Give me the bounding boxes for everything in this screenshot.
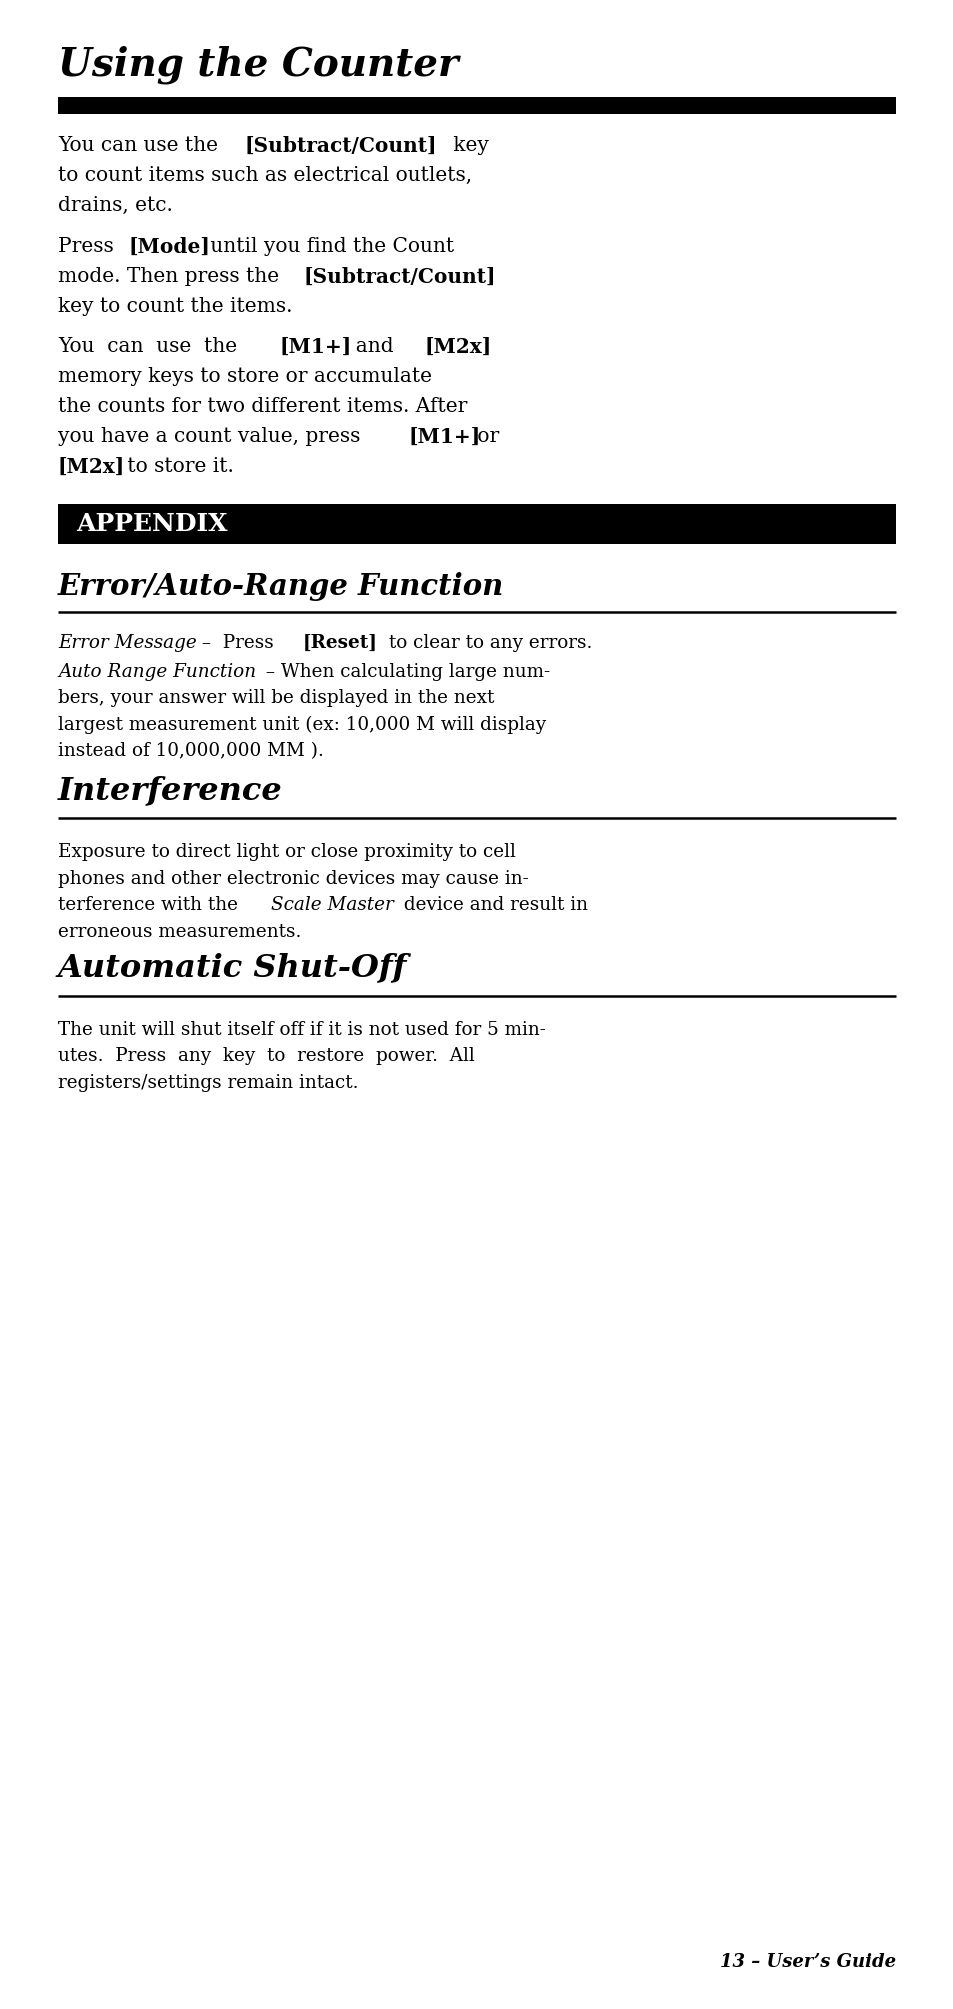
Text: phones and other electronic devices may cause in-: phones and other electronic devices may … — [58, 870, 528, 888]
Text: mode. Then press the: mode. Then press the — [58, 267, 285, 285]
Text: [Reset]: [Reset] — [302, 633, 377, 651]
Text: registers/settings remain intact.: registers/settings remain intact. — [58, 1073, 358, 1091]
Text: [M2x]: [M2x] — [58, 456, 125, 476]
Text: – When calculating large num-: – When calculating large num- — [260, 663, 550, 681]
Text: bers, your answer will be displayed in the next: bers, your answer will be displayed in t… — [58, 689, 494, 707]
Text: or: or — [471, 428, 499, 446]
Text: 13 – User’s Guide: 13 – User’s Guide — [720, 1953, 895, 1971]
Text: Automatic Shut-Off: Automatic Shut-Off — [58, 952, 407, 984]
Text: erroneous measurements.: erroneous measurements. — [58, 922, 301, 940]
Text: drains, etc.: drains, etc. — [58, 197, 172, 215]
Text: terference with the: terference with the — [58, 896, 244, 914]
Text: [M1+]: [M1+] — [279, 338, 352, 358]
Text: Interference: Interference — [58, 775, 282, 806]
Text: to store it.: to store it. — [121, 456, 233, 476]
Text: You  can  use  the: You can use the — [58, 338, 243, 356]
Bar — [58, 504, 895, 544]
Text: APPENDIX: APPENDIX — [76, 512, 228, 536]
Text: Exposure to direct light or close proximity to cell: Exposure to direct light or close proxim… — [58, 844, 516, 862]
Text: Scale Master: Scale Master — [271, 896, 393, 914]
Text: –  Press: – Press — [196, 633, 279, 651]
Text: device and result in: device and result in — [397, 896, 588, 914]
Text: and: and — [343, 338, 406, 356]
Text: the counts for two different items. After: the counts for two different items. Afte… — [58, 398, 467, 416]
Bar — [58, 96, 895, 115]
Text: key: key — [446, 137, 488, 155]
Text: until you find the Count: until you find the Count — [204, 237, 454, 255]
Text: [Subtract/Count]: [Subtract/Count] — [303, 267, 496, 287]
Text: [Subtract/Count]: [Subtract/Count] — [245, 137, 436, 157]
Text: [Mode]: [Mode] — [128, 237, 210, 257]
Text: you have a count value, press: you have a count value, press — [58, 428, 366, 446]
Text: to clear to any errors.: to clear to any errors. — [382, 633, 592, 651]
Text: You can use the: You can use the — [58, 137, 224, 155]
Text: Error Message: Error Message — [58, 633, 196, 651]
Text: Press: Press — [58, 237, 120, 255]
Text: Auto Range Function: Auto Range Function — [58, 663, 255, 681]
Text: largest measurement unit (ex: 10,000 M will display: largest measurement unit (ex: 10,000 M w… — [58, 715, 545, 733]
Text: to count items such as electrical outlets,: to count items such as electrical outlet… — [58, 167, 472, 185]
Text: memory keys to store or accumulate: memory keys to store or accumulate — [58, 368, 432, 386]
Text: utes.  Press  any  key  to  restore  power.  All: utes. Press any key to restore power. Al… — [58, 1047, 475, 1065]
Text: [M2x]: [M2x] — [424, 338, 492, 358]
Text: The unit will shut itself off if it is not used for 5 min-: The unit will shut itself off if it is n… — [58, 1021, 545, 1039]
Text: key to count the items.: key to count the items. — [58, 297, 293, 315]
Text: instead of 10,000,000 MM ).: instead of 10,000,000 MM ). — [58, 741, 323, 759]
Text: Using the Counter: Using the Counter — [58, 44, 458, 84]
Text: Error/Auto-Range Function: Error/Auto-Range Function — [58, 571, 504, 601]
Text: [M1+]: [M1+] — [408, 428, 480, 446]
